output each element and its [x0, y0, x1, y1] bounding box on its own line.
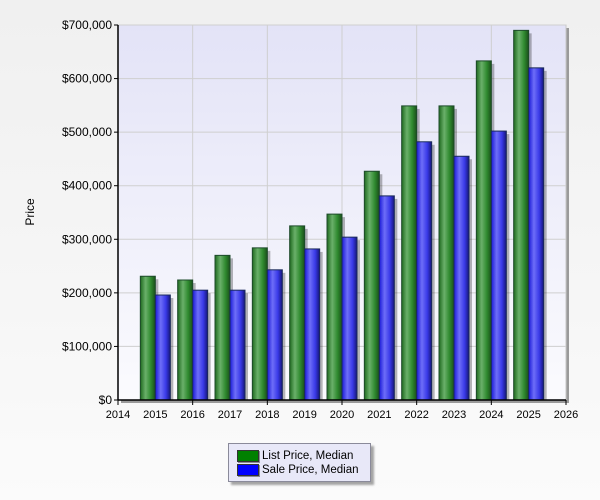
bar-list-price-2021 [363, 170, 380, 401]
bar-list-price-2023 [438, 105, 455, 401]
x-tick-label: 2020 [330, 409, 354, 421]
bar-sale-price-2016 [192, 289, 209, 401]
x-tick-label: 2019 [292, 409, 316, 421]
x-tick-label: 2015 [143, 409, 167, 421]
x-tick-label: 2018 [255, 409, 279, 421]
y-axis-title: Price [23, 198, 37, 226]
bar-list-price-2024 [475, 60, 492, 401]
y-tick-label: $0 [99, 393, 113, 407]
legend: List Price, Median Sale Price, Median [228, 443, 371, 482]
bar-list-price-2015 [139, 275, 156, 401]
x-tick-label: 2017 [218, 409, 242, 421]
bar-sale-price-2017 [229, 289, 246, 401]
y-tick-label: $500,000 [62, 125, 112, 139]
legend-item-sale-price: Sale Price, Median [237, 463, 370, 477]
x-tick-label: 2022 [404, 409, 428, 421]
legend-item-list-price: List Price, Median [237, 449, 370, 463]
bar-sale-price-2023 [453, 155, 470, 401]
bar-sale-price-2015 [154, 294, 171, 401]
x-tick-label: 2021 [367, 409, 391, 421]
bar-sale-price-2025 [528, 67, 545, 401]
bar-list-price-2016 [177, 279, 194, 401]
legend-swatch-green [237, 450, 259, 462]
bar-sale-price-2020 [341, 236, 358, 401]
bar-list-price-2017 [214, 254, 231, 401]
x-tick-label: 2023 [442, 409, 466, 421]
bar-sale-price-2018 [266, 269, 283, 401]
y-tick-label: $300,000 [62, 232, 112, 246]
bar-sale-price-2022 [416, 141, 433, 401]
legend-label: List Price, Median [262, 450, 354, 462]
bar-sale-price-2024 [490, 130, 507, 401]
bar-list-price-2018 [251, 247, 268, 401]
y-tick-label: $100,000 [62, 339, 112, 353]
bar-sale-price-2021 [378, 195, 395, 401]
bar-list-price-2025 [513, 29, 530, 401]
x-tick-label: 2014 [106, 409, 130, 421]
y-tick-label: $400,000 [62, 179, 112, 193]
x-tick-label: 2024 [479, 409, 503, 421]
plot-area: $0 $100,000 $200,000 $300,000 $400,000 $500,0… [62, 18, 578, 421]
bar-sale-price-2019 [304, 248, 321, 401]
legend-swatch-blue [237, 464, 259, 476]
bar-list-price-2019 [289, 225, 306, 401]
y-tick-label: $700,000 [62, 18, 112, 32]
x-tick-label: 2016 [180, 409, 204, 421]
x-tick-label: 2026 [554, 409, 578, 421]
bar-list-price-2022 [401, 105, 418, 401]
legend-label: Sale Price, Median [262, 464, 359, 476]
x-tick-label: 2025 [516, 409, 540, 421]
y-tick-label: $600,000 [62, 72, 112, 86]
y-tick-label: $200,000 [62, 286, 112, 300]
bar-list-price-2020 [326, 213, 343, 401]
